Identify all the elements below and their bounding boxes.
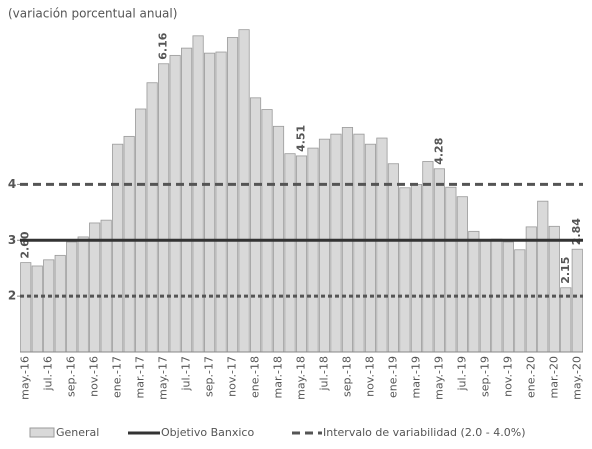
x-tick-label: ene.-17 xyxy=(111,356,124,398)
data-label: 2.84 xyxy=(570,218,583,245)
bar xyxy=(422,161,434,353)
x-tick-label: nov.-16 xyxy=(88,356,101,397)
bar xyxy=(318,138,331,353)
x-tick-label: nov.-18 xyxy=(363,356,376,397)
bar xyxy=(410,184,422,353)
data-label: 2.15 xyxy=(559,257,572,284)
bar xyxy=(468,230,480,353)
x-tick-label: ene.-19 xyxy=(386,356,399,398)
bar xyxy=(77,236,89,353)
y-tick-label: 2 xyxy=(8,289,16,303)
bar xyxy=(445,186,457,353)
x-tick-label: may.-19 xyxy=(432,356,445,400)
bar xyxy=(307,147,319,353)
bar xyxy=(537,200,549,353)
bar xyxy=(353,133,365,353)
x-tick-label: may.-17 xyxy=(157,356,170,400)
bar xyxy=(169,54,181,353)
bar xyxy=(89,222,101,353)
chart-title: (variación porcentual anual) xyxy=(8,7,177,21)
bar xyxy=(261,109,273,353)
x-tick-label: sep.-16 xyxy=(65,356,78,397)
x-tick-label: jul.-19 xyxy=(455,356,468,392)
bar xyxy=(135,108,147,353)
bar xyxy=(433,168,445,353)
x-tick-label: may.-20 xyxy=(570,356,583,400)
x-tick-label: ene.-20 xyxy=(524,356,537,398)
x-tick-label: jul.-18 xyxy=(317,356,330,392)
bar xyxy=(548,225,560,353)
data-label: 6.16 xyxy=(157,32,170,59)
bar xyxy=(123,135,135,353)
bar xyxy=(238,29,250,353)
y-tick-label: 3 xyxy=(8,233,16,247)
data-label: 4.28 xyxy=(432,138,445,165)
bar xyxy=(146,82,158,353)
x-tick-label: jul.-17 xyxy=(180,356,193,392)
bar xyxy=(456,196,468,353)
x-tick-label: mar.-18 xyxy=(272,356,285,398)
x-tick-label: nov.-17 xyxy=(226,356,239,397)
bar xyxy=(376,137,388,353)
bar xyxy=(204,52,216,353)
bar xyxy=(514,249,526,353)
legend-swatch xyxy=(29,427,55,438)
bar xyxy=(364,143,377,353)
bar xyxy=(330,133,342,353)
bar xyxy=(158,63,170,353)
x-tick-label: sep.-19 xyxy=(478,356,491,397)
x-tick-label: mar.-17 xyxy=(134,356,147,398)
bar xyxy=(112,143,124,353)
bar xyxy=(20,262,32,353)
x-tick-label: jul.-16 xyxy=(42,356,55,392)
bar xyxy=(31,265,43,353)
x-tick-label: may.-18 xyxy=(295,356,308,400)
bar xyxy=(226,37,239,353)
data-label: 4.51 xyxy=(295,125,308,152)
x-tick-label: sep.-18 xyxy=(340,356,353,397)
bar xyxy=(249,97,262,353)
bar xyxy=(54,254,66,353)
legend-label: Objetivo Banxico xyxy=(161,426,254,439)
bar xyxy=(192,35,204,353)
legend-label: General xyxy=(56,426,99,439)
x-tick-label: nov.-19 xyxy=(501,356,514,397)
bar xyxy=(399,187,411,353)
bar xyxy=(43,259,55,353)
bar xyxy=(181,47,193,353)
data-label: 2.60 xyxy=(19,231,32,258)
x-tick-label: sep.-17 xyxy=(203,356,216,397)
bar xyxy=(387,163,399,353)
x-tick-label: mar.-20 xyxy=(547,356,560,398)
y-tick-label: 4 xyxy=(8,177,16,191)
bar xyxy=(571,248,583,353)
x-tick-label: mar.-19 xyxy=(409,356,422,398)
legend-label: Intervalo de variabilidad (2.0 - 4.0%) xyxy=(323,426,526,439)
bar xyxy=(525,226,537,353)
x-tick-label: may.-16 xyxy=(19,356,32,400)
x-tick-label: ene.-18 xyxy=(249,356,262,398)
bar xyxy=(215,51,227,353)
